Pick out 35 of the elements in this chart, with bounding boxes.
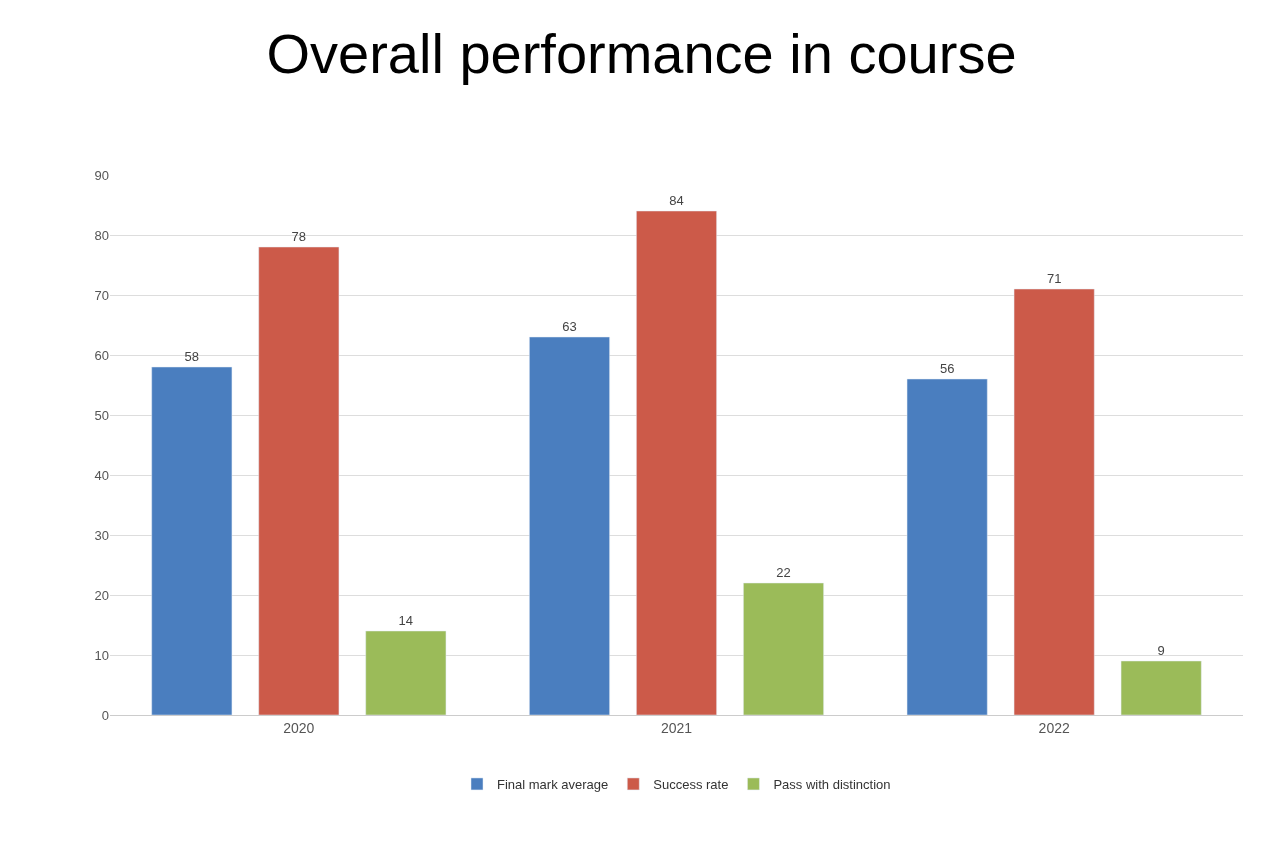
data-label: 56 [939, 361, 955, 376]
data-label: 78 [291, 229, 307, 244]
y-tick-label: 30 [94, 527, 109, 543]
y-tick-label: 80 [94, 227, 109, 243]
data-label: 22 [776, 565, 791, 580]
chart-title: Overall performance in course [266, 22, 1017, 85]
legend-label: Final mark average [497, 777, 609, 793]
y-tick-label: 60 [94, 347, 109, 363]
x-tick-label: 2020 [283, 719, 315, 736]
bar [258, 246, 340, 715]
data-label: 63 [562, 319, 577, 334]
bar [1120, 660, 1202, 715]
y-tick-label: 10 [94, 647, 109, 663]
y-tick-label: 40 [94, 467, 109, 483]
y-tick-label: 50 [94, 407, 109, 423]
data-label: 14 [398, 613, 414, 628]
x-tick-label: 2021 [660, 719, 693, 736]
y-tick-label: 0 [101, 707, 109, 723]
data-label: 84 [669, 193, 684, 208]
data-label: 9 [1157, 643, 1165, 658]
legend-label: Success rate [653, 777, 729, 793]
bar [743, 582, 824, 715]
x-tick-label: 2022 [1038, 719, 1070, 736]
bar [529, 336, 610, 715]
bar [151, 366, 233, 715]
y-tick-label: 90 [94, 167, 109, 183]
data-label: 71 [1046, 271, 1062, 286]
legend-label: Pass with distinction [773, 777, 891, 793]
bar [365, 630, 447, 715]
bar [906, 378, 988, 715]
bar [636, 210, 717, 715]
data-label: 58 [184, 349, 200, 364]
y-tick-label: 70 [94, 287, 109, 303]
bar [1013, 288, 1095, 715]
y-tick-label: 20 [94, 587, 109, 603]
